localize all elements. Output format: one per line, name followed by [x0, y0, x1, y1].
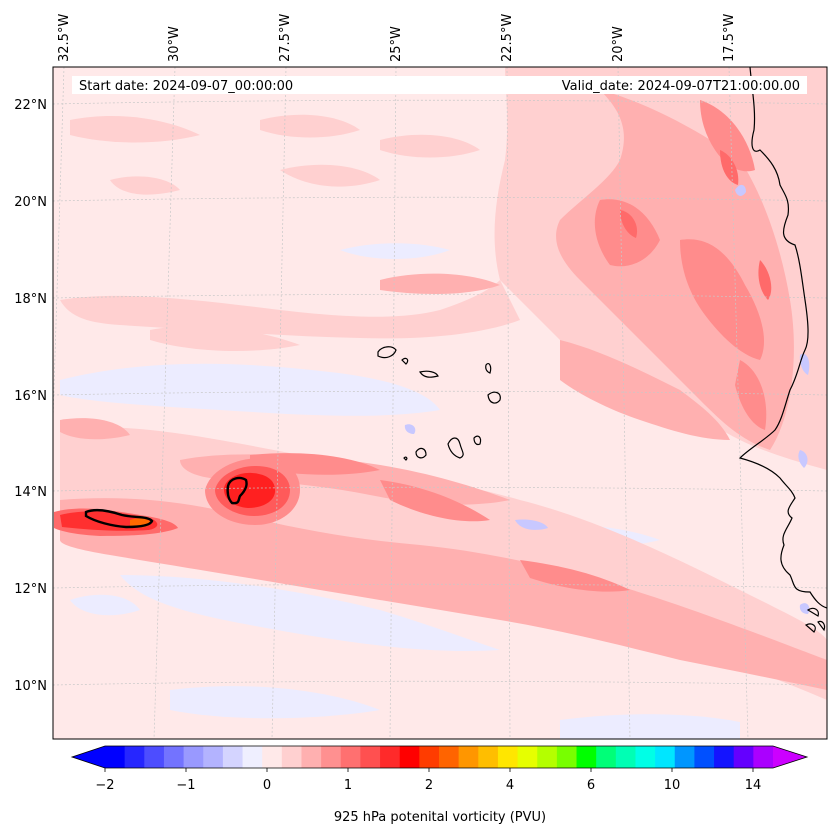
colorbar-tick-label: −2 [95, 778, 114, 793]
colorbar-label: 925 hPa potenital vorticity (PVU) [334, 810, 546, 825]
lon-label: 25°W [389, 26, 404, 62]
colorbar-segment [714, 746, 735, 768]
colorbar-segment [419, 746, 440, 768]
coastlines [377, 67, 827, 633]
lat-label: 16°N [14, 389, 47, 404]
pv-contours [84, 476, 248, 529]
lon-label: 30°W [167, 26, 182, 62]
colorbar-segment [556, 746, 578, 768]
longitude-labels: 32.5°W 30°W 27.5°W 25°W 22.5°W 20°W 17.5… [57, 14, 737, 62]
cape-verde-sal [485, 362, 492, 374]
colorbar-segment [596, 746, 617, 768]
colorbar-segment [105, 746, 126, 768]
lon-label: 22.5°W [500, 14, 515, 62]
colorbar-extend-high [773, 746, 807, 768]
colorbar-segment [321, 746, 342, 768]
colorbar-segment [380, 746, 401, 768]
colorbar-segment [497, 746, 519, 768]
colorbar-segment [360, 746, 381, 768]
cape-verde-santo-antao [377, 346, 397, 359]
colorbar-tick-labels: −2 −1 0 1 2 4 6 10 14 [95, 778, 761, 793]
colorbar-tick-label: −1 [176, 778, 195, 793]
colorbar-tick-label: 2 [425, 778, 433, 793]
colorbar-tick-label: 4 [506, 778, 514, 793]
colorbar-segment [635, 746, 656, 768]
cape-verde-sao-nicolau [419, 370, 439, 378]
pv-field [53, 67, 827, 739]
colorbar-segment [124, 746, 145, 768]
graticule [53, 67, 827, 739]
colorbar-segment [301, 746, 322, 768]
lat-label: 12°N [14, 582, 47, 597]
valid-date-label: Valid_date: 2024-09-07T21:00:00.00 [562, 79, 800, 94]
lat-label: 22°N [14, 98, 47, 113]
colorbar-segment [478, 746, 499, 768]
colorbar-segment [655, 746, 676, 768]
western-vortex-contour [84, 508, 154, 529]
colorbar-segment [222, 746, 244, 768]
colorbar-segment [694, 746, 715, 768]
colorbar-tick-label: 1 [344, 778, 352, 793]
colorbar-segment [576, 746, 597, 768]
colorbar-segment [144, 746, 165, 768]
colorbar-segment [183, 746, 204, 768]
lat-label: 18°N [14, 292, 47, 307]
map-frame [52, 66, 828, 740]
colorbar: −2 −1 0 1 2 4 6 10 14 925 hPa potenital … [70, 745, 809, 825]
lat-label: 20°N [14, 195, 47, 210]
colorbar-segment [674, 746, 696, 768]
lat-label: 10°N [14, 679, 47, 694]
colorbar-segment [458, 746, 479, 768]
cape-verde-boa-vista [487, 391, 501, 404]
colorbar-tick-label: 14 [745, 778, 762, 793]
colorbar-segment [163, 746, 185, 768]
colorbar-segment [399, 746, 420, 768]
lon-label: 27.5°W [278, 14, 293, 62]
latitude-labels: 22°N 20°N 18°N 16°N 14°N 12°N 10°N [14, 98, 47, 694]
cape-verde-fogo [415, 447, 427, 459]
colorbar-segments [105, 746, 774, 768]
colorbar-ticks [104, 768, 754, 772]
central-vortex-contour [226, 476, 248, 505]
colorbar-segment [262, 746, 283, 768]
colorbar-segment [517, 746, 538, 768]
lat-label: 14°N [14, 485, 47, 500]
colorbar-extend-low [72, 746, 105, 768]
lon-label: 17.5°W [722, 14, 737, 62]
colorbar-tick-label: 10 [664, 778, 681, 793]
cape-verde-santiago [447, 437, 464, 459]
negative-pv-spots [404, 184, 810, 614]
colorbar-segment [242, 746, 263, 768]
lon-label: 32.5°W [57, 14, 72, 62]
cape-verde-sao-vicente [401, 357, 409, 365]
lon-label: 20°W [611, 26, 626, 62]
cape-verde-maio [473, 435, 482, 446]
colorbar-tick-label: 0 [263, 778, 271, 793]
colorbar-segment [281, 746, 303, 768]
bijagos-islands [804, 607, 826, 633]
colorbar-segment [733, 746, 754, 768]
colorbar-segment [537, 746, 558, 768]
colorbar-segment [753, 746, 774, 768]
colorbar-segment [615, 746, 637, 768]
africa-coastline [738, 67, 827, 609]
colorbar-tick-label: 6 [587, 778, 595, 793]
date-label-box [72, 76, 807, 94]
colorbar-segment [439, 746, 460, 768]
cape-verde-brava [403, 456, 408, 461]
colorbar-segment [340, 746, 362, 768]
colorbar-segment [203, 746, 224, 768]
start-date-label: Start date: 2024-09-07_00:00:00 [79, 79, 293, 94]
